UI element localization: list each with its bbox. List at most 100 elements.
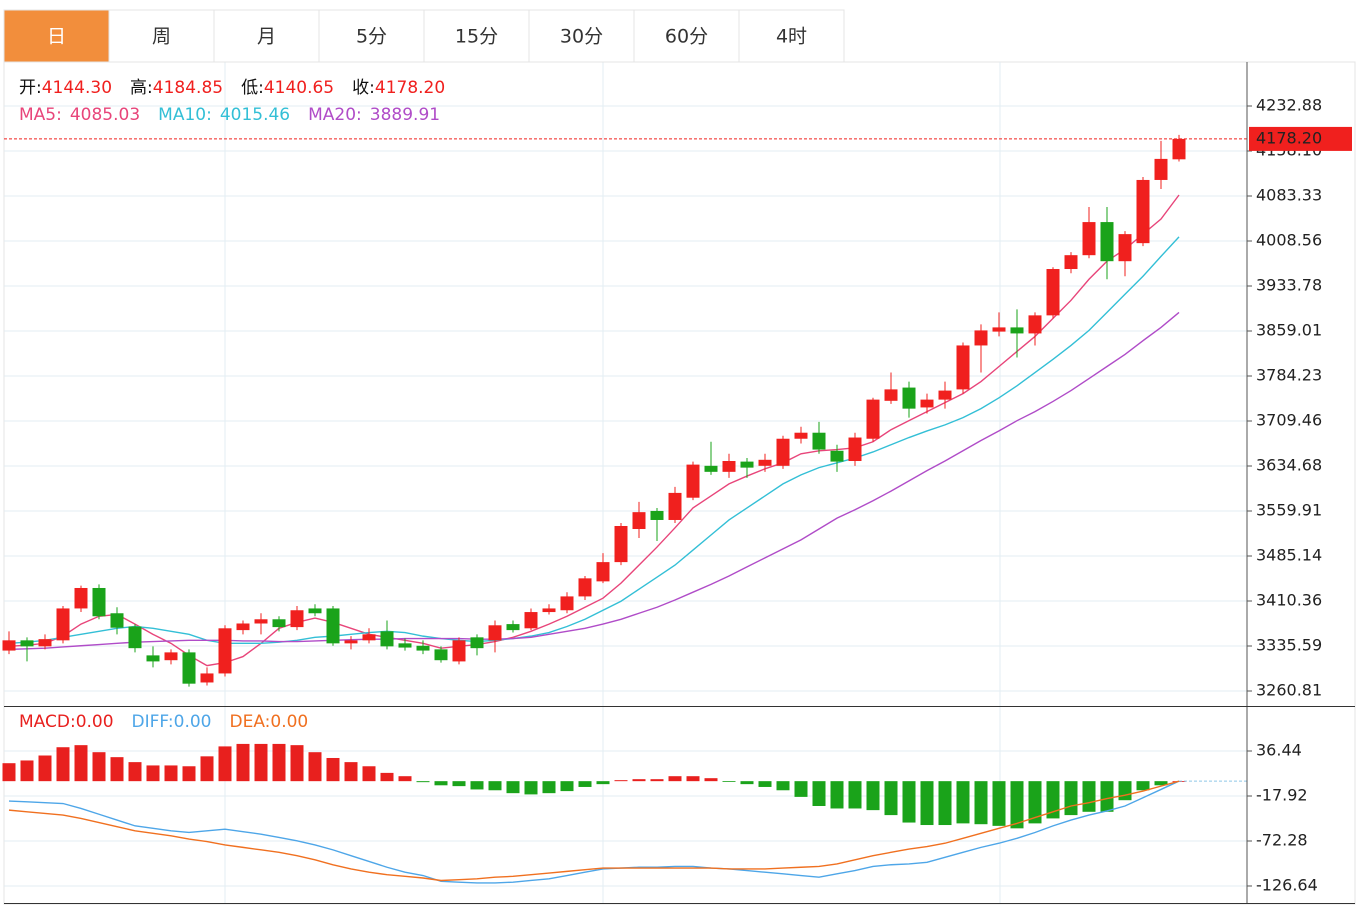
candle: [416, 640, 430, 655]
macd-line: [8, 780, 1180, 884]
candle-body: [866, 399, 880, 439]
macd-bar: [488, 781, 502, 791]
ohlc-value: 4144.30: [42, 78, 112, 98]
tab-label[interactable]: 月: [257, 26, 276, 48]
macd-bar: [524, 781, 538, 795]
macd-bar: [776, 781, 790, 791]
last-price-label: 4178.20: [1256, 128, 1322, 147]
candle: [290, 606, 304, 631]
tab[interactable]: 15分: [423, 9, 530, 63]
candle-body: [812, 432, 826, 450]
macd-bar: [704, 778, 718, 782]
legend-value: 4085.03: [70, 105, 140, 125]
tab-label[interactable]: 4时: [776, 26, 807, 48]
macd-bar: [596, 781, 610, 785]
y-tick-label: 3260.81: [1256, 681, 1322, 700]
candle-body: [632, 512, 646, 530]
tab[interactable]: 月: [213, 9, 320, 63]
candle: [1028, 312, 1042, 346]
macd-bar: [686, 776, 700, 782]
candle: [524, 608, 538, 631]
candle: [1118, 231, 1132, 277]
y-tick-label: 3559.91: [1256, 501, 1322, 520]
candle-body: [128, 626, 142, 649]
candle: [686, 461, 700, 501]
macd-bar: [668, 776, 682, 782]
candle-body: [1172, 138, 1186, 160]
candle-body: [434, 649, 448, 661]
macd-bar: [920, 781, 934, 826]
tab-bg[interactable]: [528, 9, 635, 63]
y-tick-label: 3335.59: [1256, 636, 1322, 655]
candle: [200, 667, 214, 686]
tab-label[interactable]: 60分: [665, 26, 708, 48]
tab[interactable]: 60分: [633, 9, 740, 63]
tab-bg[interactable]: [318, 9, 425, 63]
macd-bar: [830, 781, 844, 809]
tab[interactable]: 日: [3, 9, 110, 63]
tab-label[interactable]: 日: [47, 26, 66, 48]
tab-label[interactable]: 5分: [356, 26, 387, 48]
candle-body: [452, 640, 466, 662]
y-tick-label: 36.44: [1256, 741, 1302, 760]
candle: [218, 625, 232, 677]
tab[interactable]: 4时: [738, 9, 845, 63]
candle-body: [182, 652, 196, 684]
tab[interactable]: 5分: [318, 9, 425, 63]
legend-name: MA5:: [19, 105, 62, 125]
macd-bar: [740, 781, 754, 785]
tab[interactable]: 30分: [528, 9, 635, 63]
candle-body: [398, 643, 412, 648]
tab[interactable]: 周: [108, 9, 215, 63]
candle-body: [524, 612, 538, 629]
macd-bar: [452, 781, 466, 787]
y-tick-label: 4083.33: [1256, 186, 1322, 205]
candle-body: [20, 640, 34, 647]
tab-label[interactable]: 15分: [455, 26, 498, 48]
candle-body: [362, 634, 376, 641]
candle-body: [1136, 179, 1150, 244]
macd-bar: [164, 765, 178, 782]
ohlc-value: 4184.85: [153, 78, 223, 98]
y-tick-label: 3410.36: [1256, 591, 1322, 610]
last-price-tag: [1249, 126, 1352, 151]
candle-body: [1100, 222, 1114, 262]
candle-body: [704, 465, 718, 472]
tab-bg[interactable]: [423, 9, 530, 63]
candle: [578, 575, 592, 601]
macd-bar: [398, 776, 412, 782]
tab-label[interactable]: 周: [152, 26, 171, 48]
candle: [398, 638, 412, 651]
candle-body: [416, 645, 430, 651]
candle: [542, 604, 556, 615]
candle: [722, 453, 736, 478]
tab-label[interactable]: 30分: [560, 26, 603, 48]
candle: [1010, 309, 1024, 358]
macd-bar: [362, 766, 376, 782]
macd-bar: [110, 757, 124, 782]
candle-body: [506, 624, 520, 631]
ohlc-label: 开:: [19, 78, 42, 98]
candle: [146, 646, 160, 668]
tab-bg[interactable]: [108, 9, 215, 63]
macd-bar: [308, 752, 322, 782]
candle: [308, 604, 322, 617]
macd-bar: [1154, 781, 1168, 786]
tab-bg[interactable]: [738, 9, 845, 63]
header-line: MA5: 4085.03 MA10: 4015.46 MA20: 3889.91: [19, 105, 440, 125]
legend-name: MA20:: [308, 105, 362, 125]
candle: [866, 397, 880, 442]
candle-body: [884, 389, 898, 401]
candle-body: [974, 330, 988, 346]
candle: [380, 620, 394, 650]
macd-bar: [956, 781, 970, 824]
ma-line: [8, 194, 1180, 667]
macd-bar: [722, 781, 736, 782]
candle-body: [308, 608, 322, 614]
tab-bg[interactable]: [213, 9, 320, 63]
macd-bar: [1100, 781, 1114, 812]
legend-name: DEA:: [229, 712, 270, 732]
macd-bar: [542, 781, 556, 794]
